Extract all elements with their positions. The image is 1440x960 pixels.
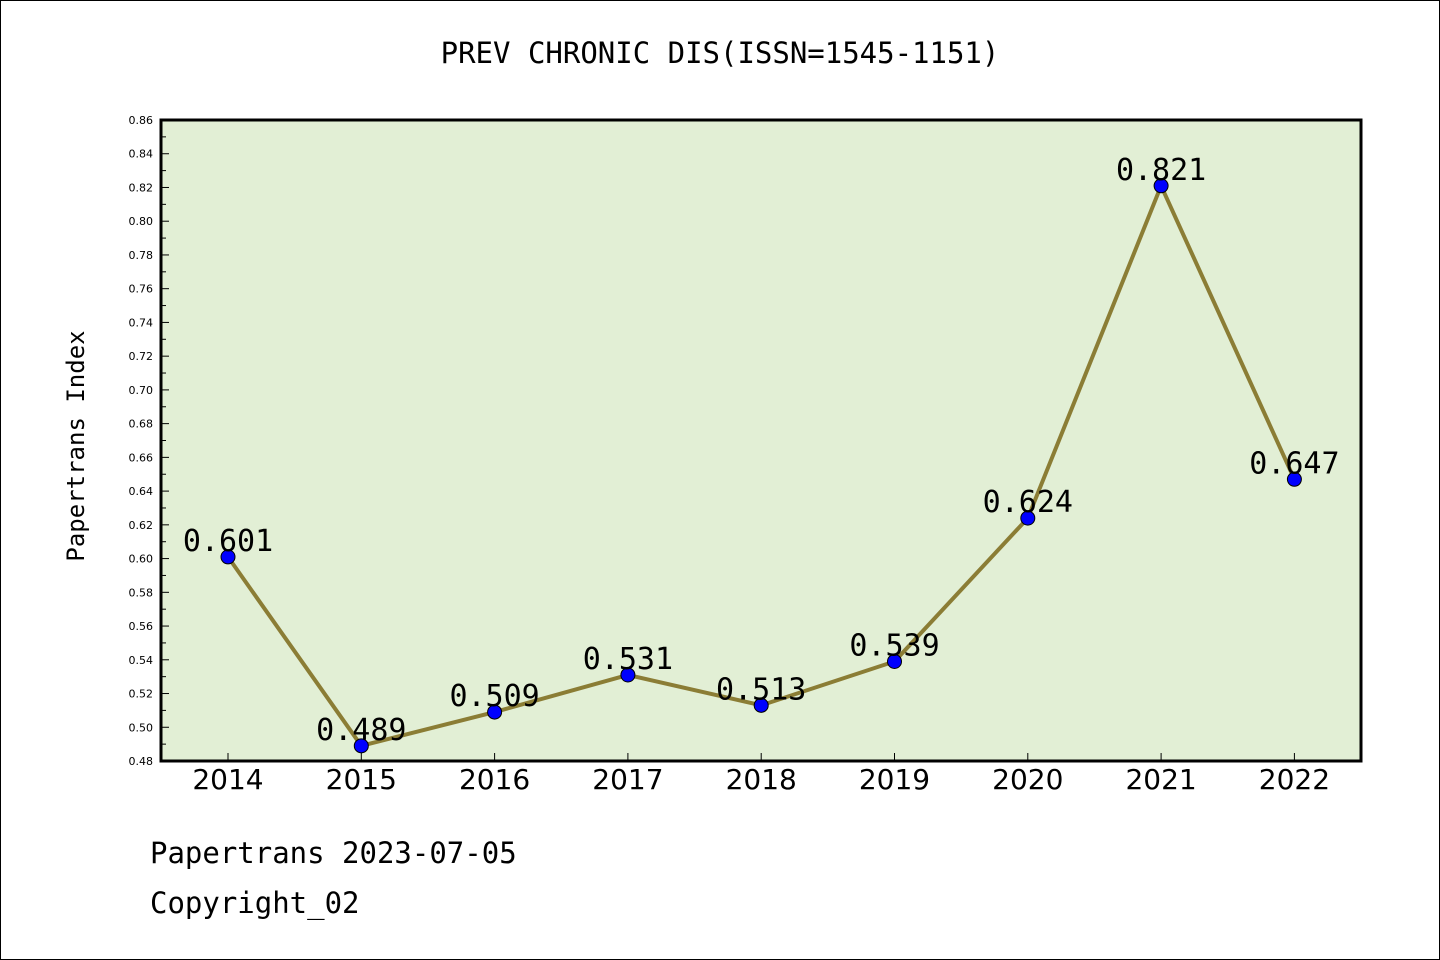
- y-tick-label: 0.80: [129, 215, 154, 228]
- plot-area: [159, 118, 1363, 763]
- y-tick-label: 0.48: [129, 755, 154, 768]
- footer-copyright: Copyright_02: [150, 886, 360, 920]
- y-tick-label: 0.52: [129, 688, 154, 701]
- chart-title: PREV CHRONIC DIS(ISSN=1545-1151): [440, 36, 1000, 70]
- data-label: 0.601: [183, 524, 273, 559]
- y-tick-label: 0.56: [129, 620, 154, 633]
- y-tick-label: 0.60: [129, 553, 154, 566]
- data-label: 0.624: [983, 485, 1073, 520]
- data-point: [220, 549, 236, 565]
- data-label: 0.539: [849, 628, 939, 663]
- data-label: 0.531: [583, 642, 673, 677]
- x-tick-label: 2016: [459, 763, 530, 796]
- y-tick-label: 0.86: [129, 114, 154, 127]
- y-tick-label: 0.70: [129, 384, 154, 397]
- y-tick-label: 0.62: [129, 519, 154, 532]
- x-tick-label: 2020: [992, 763, 1063, 796]
- data-label: 0.489: [316, 713, 406, 748]
- data-point: [487, 704, 503, 720]
- x-tick-label: 2015: [326, 763, 397, 796]
- data-point: [1286, 471, 1302, 487]
- data-point: [1020, 510, 1036, 526]
- data-point: [887, 653, 902, 669]
- x-tick-label: 2017: [592, 763, 663, 796]
- x-axis-ticks: 2014 2015 2016 2017 2018 2019 2020 2021 2022: [192, 753, 1330, 796]
- y-tick-label: 0.54: [129, 654, 154, 667]
- y-tick-label: 0.64: [129, 485, 154, 498]
- data-point: [353, 738, 369, 754]
- y-tick-label: 0.72: [129, 350, 154, 363]
- data-point: [1153, 178, 1169, 194]
- y-tick-label: 0.76: [129, 283, 154, 296]
- y-tick-label: 0.74: [129, 316, 154, 329]
- x-tick-label: 2014: [192, 763, 263, 796]
- y-tick-label: 0.50: [129, 721, 154, 734]
- series-group: 0.601 0.489 0.509 0.531 0.513 0.539 0.624 0.821…: [183, 153, 1340, 754]
- x-tick-label: 2019: [859, 763, 930, 796]
- y-axis-title: Papertrans Index: [62, 330, 90, 561]
- data-label: 0.647: [1249, 446, 1339, 481]
- y-tick-label: 0.78: [129, 249, 154, 262]
- x-tick-label: 2022: [1259, 763, 1330, 796]
- data-label: 0.821: [1116, 153, 1206, 188]
- y-tick-label: 0.66: [129, 451, 154, 464]
- y-axis-ticks: 0.48 0.50 0.52 0.54 0.56 0.58 0.60 0.62 0.64 0.66…: [129, 114, 169, 768]
- data-label: 0.509: [449, 679, 539, 714]
- footer-date: Papertrans 2023-07-05: [150, 836, 517, 870]
- y-tick-label: 0.84: [129, 148, 154, 161]
- y-tick-label: 0.68: [129, 418, 154, 431]
- data-point: [620, 667, 636, 683]
- data-point: [753, 697, 769, 713]
- x-tick-label: 2021: [1125, 763, 1196, 796]
- y-tick-label: 0.58: [129, 586, 154, 599]
- x-tick-label: 2018: [726, 763, 797, 796]
- y-tick-label: 0.82: [129, 181, 154, 194]
- data-label: 0.513: [716, 672, 806, 707]
